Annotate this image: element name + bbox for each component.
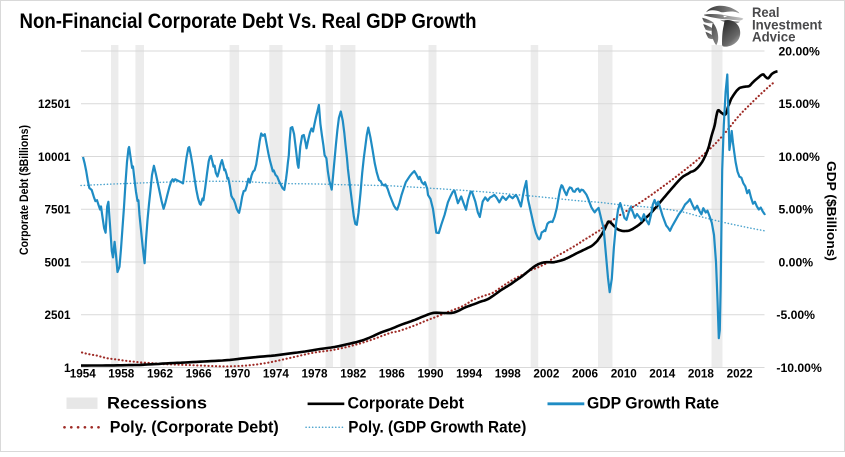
- svg-text:2002: 2002: [533, 368, 560, 381]
- svg-text:5001: 5001: [44, 256, 71, 269]
- svg-text:Recessions: Recessions: [107, 394, 207, 412]
- svg-text:Poly. (GDP Growth Rate): Poly. (GDP Growth Rate): [348, 418, 526, 436]
- svg-text:15.00%: 15.00%: [779, 97, 820, 111]
- svg-text:2010: 2010: [611, 368, 638, 381]
- svg-text:1990: 1990: [417, 368, 444, 381]
- svg-text:2501: 2501: [44, 309, 71, 322]
- svg-text:1978: 1978: [301, 368, 328, 381]
- svg-text:1994: 1994: [456, 368, 483, 381]
- svg-text:0.00%: 0.00%: [779, 255, 814, 269]
- svg-text:GDP ($Billions): GDP ($Billions): [824, 161, 839, 261]
- svg-text:Poly. (Corporate Debt): Poly. (Corporate Debt): [110, 418, 279, 436]
- svg-text:1970: 1970: [224, 368, 251, 381]
- svg-text:7501: 7501: [44, 204, 71, 217]
- svg-text:10001: 10001: [38, 151, 71, 164]
- svg-text:2018: 2018: [688, 368, 715, 381]
- svg-text:1982: 1982: [340, 368, 367, 381]
- svg-text:1966: 1966: [186, 368, 213, 381]
- svg-text:Real: Real: [752, 5, 780, 20]
- svg-text:1974: 1974: [263, 368, 290, 381]
- svg-text:GDP Growth Rate: GDP Growth Rate: [587, 394, 719, 412]
- svg-text:1986: 1986: [379, 368, 406, 381]
- svg-text:5.00%: 5.00%: [779, 203, 814, 217]
- svg-text:1958: 1958: [108, 368, 135, 381]
- svg-text:2022: 2022: [727, 368, 754, 381]
- svg-text:Non-Financial Corporate Debt V: Non-Financial Corporate Debt Vs. Real GD…: [20, 10, 477, 33]
- svg-text:Advice: Advice: [752, 30, 796, 45]
- svg-text:Investment: Investment: [752, 17, 822, 32]
- svg-text:Corporate Debt: Corporate Debt: [348, 394, 465, 412]
- svg-text:10.00%: 10.00%: [779, 150, 820, 164]
- svg-text:1998: 1998: [495, 368, 522, 381]
- svg-text:-5.00%: -5.00%: [776, 308, 815, 322]
- svg-text:12501: 12501: [38, 98, 71, 111]
- svg-text:1954: 1954: [70, 368, 97, 381]
- svg-text:20.00%: 20.00%: [779, 44, 820, 58]
- svg-text:Corporate Debt ($Billions): Corporate Debt ($Billions): [19, 125, 31, 255]
- svg-text:2006: 2006: [572, 368, 599, 381]
- svg-text:-10.00%: -10.00%: [776, 361, 822, 375]
- svg-text:1962: 1962: [147, 368, 174, 381]
- svg-text:2014: 2014: [649, 368, 676, 381]
- svg-text:1: 1: [64, 362, 71, 375]
